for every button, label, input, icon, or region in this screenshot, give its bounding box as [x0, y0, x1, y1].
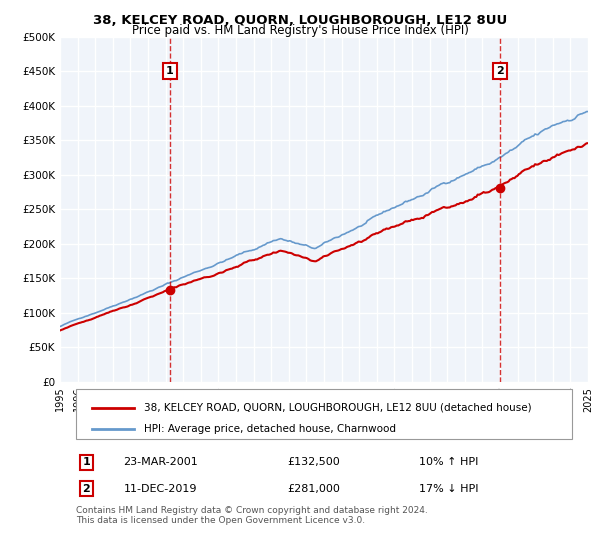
Text: 2: 2 — [83, 484, 90, 493]
Text: 2: 2 — [496, 66, 504, 76]
Text: Contains HM Land Registry data © Crown copyright and database right 2024.
This d: Contains HM Land Registry data © Crown c… — [76, 506, 428, 525]
Text: Price paid vs. HM Land Registry's House Price Index (HPI): Price paid vs. HM Land Registry's House … — [131, 24, 469, 36]
Text: 17% ↓ HPI: 17% ↓ HPI — [419, 484, 479, 493]
Text: 38, KELCEY ROAD, QUORN, LOUGHBOROUGH, LE12 8UU: 38, KELCEY ROAD, QUORN, LOUGHBOROUGH, LE… — [93, 14, 507, 27]
Text: HPI: Average price, detached house, Charnwood: HPI: Average price, detached house, Char… — [145, 424, 397, 434]
FancyBboxPatch shape — [76, 389, 572, 439]
Text: 23-MAR-2001: 23-MAR-2001 — [124, 458, 198, 468]
Text: £132,500: £132,500 — [287, 458, 340, 468]
Text: £281,000: £281,000 — [287, 484, 340, 493]
Text: 10% ↑ HPI: 10% ↑ HPI — [419, 458, 478, 468]
Text: 1: 1 — [83, 458, 90, 468]
Text: 11-DEC-2019: 11-DEC-2019 — [124, 484, 197, 493]
Text: 1: 1 — [166, 66, 174, 76]
Text: 38, KELCEY ROAD, QUORN, LOUGHBOROUGH, LE12 8UU (detached house): 38, KELCEY ROAD, QUORN, LOUGHBOROUGH, LE… — [145, 403, 532, 413]
